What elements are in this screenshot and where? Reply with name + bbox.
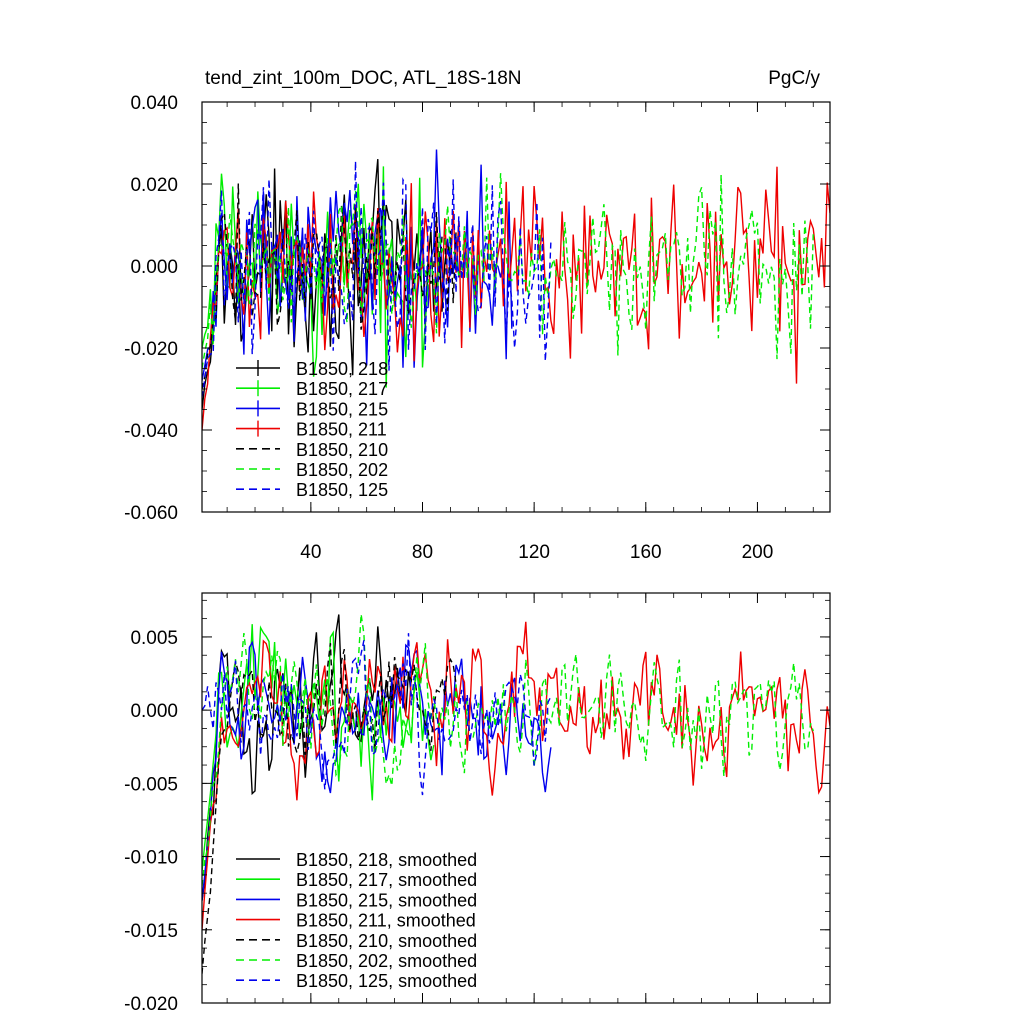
series-line-top-6	[202, 161, 552, 398]
legend-label-bottom-6: B1850, 125, smoothed	[296, 971, 477, 991]
series-line-bottom-5	[202, 614, 814, 886]
series-line-bottom-1	[202, 624, 435, 872]
plot-frame-bottom	[201, 592, 831, 1004]
units-label: PgC/y	[768, 68, 820, 89]
bottom-panel: 0.005 0.000 -0.005 -0.010 -0.015 -0.020 B1850…	[124, 592, 831, 1015]
legend-label-top-4: B1850, 210	[296, 440, 388, 460]
x-tick-label-top-1: 80	[412, 542, 433, 563]
y-tick-label-bottom-0: 0.005	[130, 628, 178, 649]
x-tick-label-top-4: 200	[742, 542, 774, 563]
y-tick-label-top-4: -0.040	[124, 421, 178, 442]
bottom-axes: 0.005 0.000 -0.005 -0.010 -0.015 -0.020	[124, 592, 831, 1015]
top-axes: 0.040 0.020 0.000 -0.020 -0.040 -0.060 40 80 120…	[124, 93, 831, 563]
legend-label-bottom-5: B1850, 202, smoothed	[296, 951, 477, 971]
x-tick-label-top-2: 120	[518, 542, 550, 563]
y-tick-label-top-2: 0.000	[130, 257, 178, 278]
legend-label-bottom-4: B1850, 210, smoothed	[296, 931, 477, 951]
y-tick-label-top-1: 0.020	[130, 175, 178, 196]
chart-title: tend_zint_100m_DOC, ATL_18S-18N	[205, 68, 522, 89]
legend-label-bottom-1: B1850, 217, smoothed	[296, 870, 477, 890]
series-line-bottom-4	[202, 643, 457, 974]
y-tick-label-bottom-1: 0.000	[130, 701, 178, 722]
top-panel: tend_zint_100m_DOC, ATL_18S-18N PgC/y 0.…	[124, 68, 831, 563]
y-tick-label-top-3: -0.020	[124, 339, 178, 360]
legend-label-top-2: B1850, 215	[296, 399, 388, 419]
x-tick-label-top-0: 40	[300, 542, 321, 563]
legend-label-top-3: B1850, 211	[296, 420, 387, 440]
series-line-bottom-0	[202, 614, 412, 901]
y-tick-label-top-5: -0.060	[124, 503, 178, 524]
y-tick-label-bottom-3: -0.010	[124, 848, 178, 869]
y-tick-label-bottom-5: -0.020	[124, 994, 178, 1015]
top-series-group	[202, 149, 830, 431]
y-tick-label-bottom-2: -0.005	[124, 774, 178, 795]
legend-label-bottom-3: B1850, 211, smoothed	[296, 911, 476, 931]
legend-label-bottom-0: B1850, 218, smoothed	[296, 850, 477, 870]
bottom-series-group	[202, 614, 830, 974]
legend-label-top-1: B1850, 217	[296, 379, 388, 399]
legend-label-top-6: B1850, 125	[296, 480, 388, 500]
legend-label-top-0: B1850, 218	[296, 359, 388, 379]
series-line-bottom-6	[202, 633, 552, 796]
series-line-top-4	[202, 183, 457, 390]
y-tick-label-top-0: 0.040	[130, 93, 178, 114]
y-tick-label-bottom-4: -0.015	[124, 921, 178, 942]
legend-label-bottom-2: B1850, 215, smoothed	[296, 890, 477, 910]
legend-label-top-5: B1850, 202	[296, 460, 388, 480]
x-tick-label-top-3: 160	[630, 542, 662, 563]
